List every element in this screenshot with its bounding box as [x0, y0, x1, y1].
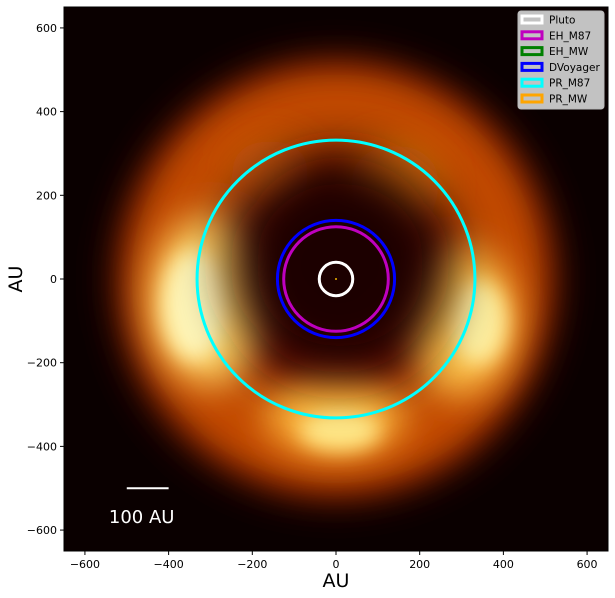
- series-circle-eh-m87: [282, 225, 390, 333]
- legend-swatch-eh-m87: [520, 30, 544, 41]
- legend-label-eh-mw: EH_MW: [549, 46, 589, 58]
- y-tick-label: −400: [27, 440, 57, 453]
- series-circles: [195, 138, 477, 420]
- x-tick-label: −200: [237, 558, 267, 571]
- y-tick-label: 400: [36, 106, 57, 119]
- legend-label-pr-m87: PR_M87: [549, 78, 590, 90]
- legend: Pluto EH_M87 EH_MW DVoyager PR_M87 PR_MW: [517, 10, 605, 110]
- y-tick-label: 200: [36, 189, 57, 202]
- series-circle-pr-m87: [195, 138, 477, 420]
- x-tick-label: −600: [70, 558, 100, 571]
- series-circle-dvoyager: [275, 218, 397, 340]
- legend-swatch-dvoyager: [520, 61, 544, 72]
- legend-box: [517, 10, 605, 110]
- legend-swatch-pluto: [520, 14, 544, 25]
- x-tick-label: 0: [333, 558, 340, 571]
- y-axis-label: AU: [5, 266, 27, 293]
- scale-bar: 100 AU: [109, 487, 175, 528]
- heat-hot-cores: [163, 250, 506, 450]
- legend-swatch-eh-mw: [520, 46, 544, 57]
- legend-label-eh-m87: EH_M87: [549, 30, 591, 42]
- y-tick-label: −200: [27, 357, 57, 370]
- legend-swatch-pr-mw: [520, 93, 544, 104]
- heat-dark-center: [230, 155, 450, 375]
- y-axis: −600 −400 −200 0 200 400 600: [27, 22, 64, 537]
- x-axis: −600 −400 −200 0 200 400 600: [70, 551, 598, 571]
- legend-label-pluto: Pluto: [549, 15, 575, 27]
- legend-label-pr-mw: PR_MW: [549, 94, 588, 106]
- x-tick-label: 600: [577, 558, 598, 571]
- x-tick-label: 400: [493, 558, 514, 571]
- y-tick-label: 600: [36, 22, 57, 35]
- y-tick-label: 0: [50, 273, 57, 286]
- series-circle-pluto: [317, 260, 355, 298]
- y-tick-label: −600: [27, 524, 57, 537]
- scale-bar-label: 100 AU: [109, 507, 175, 528]
- x-tick-label: 200: [409, 558, 430, 571]
- series-circle-pr-mw: [334, 277, 337, 280]
- x-axis-label: AU: [323, 570, 350, 592]
- x-tick-label: −400: [154, 558, 184, 571]
- heatmap: [64, 7, 608, 551]
- legend-label-dvoyager: DVoyager: [549, 62, 600, 74]
- legend-swatch-pr-m87: [520, 77, 544, 88]
